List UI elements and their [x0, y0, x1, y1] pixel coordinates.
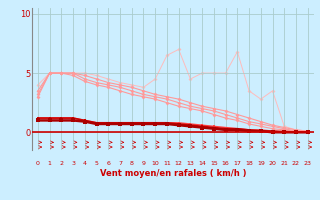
X-axis label: Vent moyen/en rafales ( km/h ): Vent moyen/en rafales ( km/h ) [100, 169, 246, 178]
